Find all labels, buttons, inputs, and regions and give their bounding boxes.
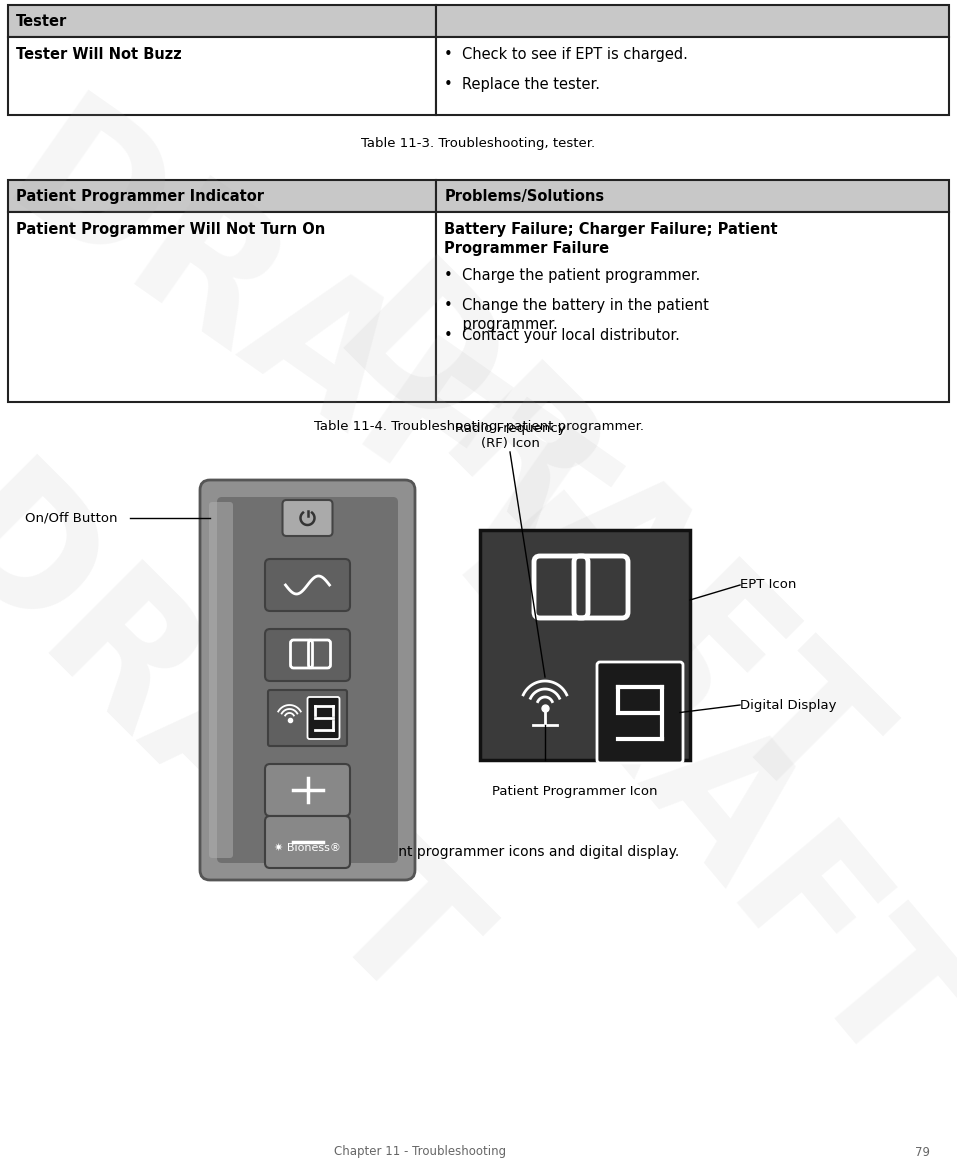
Text: Patient Programmer Indicator: Patient Programmer Indicator [16, 188, 264, 203]
Text: •  Change the battery in the patient
    programmer.: • Change the battery in the patient prog… [444, 298, 709, 332]
Text: Table 11-4. Troubleshooting, patient programmer.: Table 11-4. Troubleshooting, patient pro… [314, 420, 643, 433]
Text: Chapter 11 - Troubleshooting: Chapter 11 - Troubleshooting [334, 1146, 506, 1159]
Text: •  Check to see if EPT is charged.: • Check to see if EPT is charged. [444, 47, 688, 62]
Text: Patient Programmer Icon: Patient Programmer Icon [492, 785, 657, 798]
Text: •  Contact your local distributor.: • Contact your local distributor. [444, 328, 680, 343]
Text: DRAFT: DRAFT [300, 249, 901, 851]
Text: Patient Programmer Will Not Turn On: Patient Programmer Will Not Turn On [16, 222, 325, 237]
FancyBboxPatch shape [597, 662, 683, 763]
Bar [8, 5, 436, 37]
FancyBboxPatch shape [268, 690, 347, 746]
Bar [436, 213, 949, 402]
Bar [436, 37, 949, 114]
Text: •  Replace the tester.: • Replace the tester. [444, 77, 600, 92]
Text: ✷ Bioness®: ✷ Bioness® [274, 843, 341, 853]
Text: Table 11-3. Troubleshooting, tester.: Table 11-3. Troubleshooting, tester. [362, 137, 595, 150]
Text: Figure 11-3. Patient programmer icons and digital display.: Figure 11-3. Patient programmer icons an… [278, 844, 679, 858]
Bar [8, 213, 436, 402]
Text: Problems/Solutions: Problems/Solutions [444, 188, 604, 203]
Bar [480, 530, 690, 760]
Text: Tester: Tester [16, 14, 67, 28]
Bar [436, 5, 949, 37]
Text: •  Charge the patient programmer.: • Charge the patient programmer. [444, 267, 701, 283]
FancyBboxPatch shape [200, 480, 415, 880]
Text: Battery Failure; Charger Failure; Patient
Programmer Failure: Battery Failure; Charger Failure; Patien… [444, 222, 778, 256]
Text: DRAFT: DRAFT [0, 449, 501, 1051]
FancyBboxPatch shape [209, 502, 233, 858]
FancyBboxPatch shape [265, 764, 350, 816]
Bar [8, 37, 436, 114]
FancyBboxPatch shape [265, 816, 350, 868]
Bar [8, 180, 436, 213]
Text: Tester Will Not Buzz: Tester Will Not Buzz [16, 47, 182, 62]
Bar [436, 180, 949, 213]
FancyBboxPatch shape [217, 498, 398, 863]
Text: Digital Display: Digital Display [740, 698, 836, 711]
Text: DRAFT: DRAFT [0, 84, 627, 616]
FancyBboxPatch shape [265, 630, 350, 681]
Text: EPT Icon: EPT Icon [740, 578, 796, 591]
Text: Radio Frequency
(RF) Icon: Radio Frequency (RF) Icon [455, 422, 566, 450]
FancyBboxPatch shape [265, 559, 350, 611]
Text: 79: 79 [915, 1146, 930, 1159]
FancyBboxPatch shape [307, 697, 340, 739]
Text: DRAFT: DRAFT [415, 485, 957, 1115]
Text: On/Off Button: On/Off Button [25, 512, 118, 524]
FancyBboxPatch shape [282, 500, 332, 536]
